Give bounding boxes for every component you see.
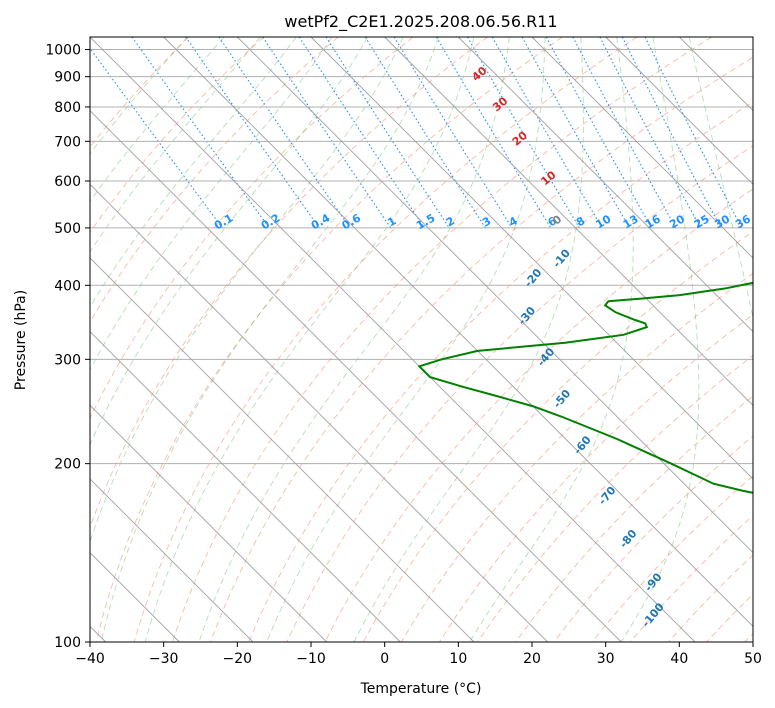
- isotherm-line: [90, 183, 548, 642]
- mixing-ratio-line: [131, 37, 270, 229]
- moist-adiabat-line: [266, 37, 546, 642]
- x-tick-label: −30: [149, 651, 179, 667]
- y-tick-label: 100: [54, 635, 81, 651]
- x-tick-label: −20: [223, 651, 253, 667]
- x-axis-ticks: −40 −30 −20 −10 0 10 20 30 40 50: [75, 642, 762, 667]
- isotherm-line: [384, 37, 753, 406]
- x-tick-label: −40: [75, 651, 105, 667]
- isotherm-line: [90, 110, 622, 642]
- y-tick-label: 200: [54, 457, 81, 473]
- moist-adiabat-line: [90, 37, 225, 202]
- y-axis-ticks: 100 200 300 400 500 600 700 800 900 1000: [45, 43, 90, 651]
- y-tick-label: 300: [54, 352, 81, 368]
- x-tick-label: 40: [670, 651, 688, 667]
- mixing-ratio-line: [393, 37, 513, 229]
- moist-adiabat-line: [90, 37, 188, 155]
- moist-adiabat-line: [90, 37, 369, 446]
- x-tick-label: 10: [449, 651, 467, 667]
- x-axis-label: Temperature (°C): [360, 681, 482, 697]
- moist-adiabat-line: [688, 37, 753, 320]
- isotherm-line: [90, 257, 475, 642]
- dry-adiabat-line: [133, 37, 638, 642]
- y-tick-label: 1000: [45, 43, 81, 59]
- isotherm-line: [605, 37, 753, 185]
- mixing-ratio-line: [298, 37, 425, 229]
- dry-adiabats: [90, 37, 753, 642]
- moist-adiabat-line: [198, 37, 510, 642]
- isotherm-line: [90, 478, 254, 642]
- skewed-isotherms: [90, 37, 753, 642]
- dry-adiabat-line: [515, 395, 753, 642]
- y-tick-label: 500: [54, 221, 81, 237]
- sounding-profiles: [417, 281, 753, 494]
- moist-adiabat-line: [90, 37, 404, 544]
- y-axis-label: Pressure (hPa): [13, 290, 29, 390]
- moist-adiabat-line: [144, 37, 475, 642]
- moist-adiabat-line: [90, 37, 297, 309]
- dry-adiabat-line: [90, 37, 339, 323]
- dry-adiabat-line: [90, 37, 414, 420]
- isotherm-line: [90, 37, 696, 642]
- moist-adiabat-line: [100, 37, 439, 642]
- mixing-ratio-line: [572, 37, 677, 229]
- isotherm-line: [458, 37, 753, 333]
- y-tick-label: 800: [54, 100, 81, 116]
- dry-adiabat-line: [324, 188, 753, 642]
- chart-title: wetPf2_C2E1.2025.208.06.56.R11: [284, 12, 557, 32]
- isotherm-line: [90, 331, 401, 642]
- y-tick-label: 900: [54, 70, 81, 86]
- x-tick-label: 50: [744, 651, 762, 667]
- x-tick-label: 30: [597, 651, 615, 667]
- mixing-ratio-line: [644, 37, 743, 229]
- mixing-ratio-line: [185, 37, 320, 229]
- mixing-ratio-lines: [90, 37, 743, 229]
- moist-adiabat-line: [90, 37, 261, 253]
- isotherm-line: [237, 37, 753, 554]
- dry-adiabat-line: [90, 37, 264, 234]
- mixing-ratio-line: [325, 37, 450, 229]
- plot-frame: [89, 36, 754, 643]
- dry-adiabat-line: [210, 56, 753, 642]
- y-tick-label: 400: [54, 278, 81, 294]
- moist-adiabat-line: [353, 37, 584, 642]
- dry-adiabat-line: [248, 101, 753, 642]
- mixing-ratio-line: [521, 37, 630, 229]
- y-tick-label: 600: [54, 174, 81, 190]
- dry-adiabat-line: [171, 37, 712, 642]
- x-tick-label: −10: [296, 651, 326, 667]
- mixing-ratio-line: [262, 37, 392, 229]
- mixing-ratio-line: [545, 37, 653, 229]
- isotherm-line: [90, 404, 327, 642]
- isotherm-line: [531, 37, 753, 259]
- sounding-profile-line: [417, 281, 753, 494]
- y-tick-label: 700: [54, 134, 81, 150]
- x-tick-label: 20: [523, 651, 541, 667]
- dry-adiabat-line: [286, 145, 753, 642]
- mixing-ratio-line: [218, 37, 351, 229]
- moist-adiabat-line: [90, 37, 333, 371]
- mixing-ratio-line: [90, 47, 223, 229]
- isobar-grid: [90, 49, 753, 642]
- dry-adiabat-line: [95, 37, 563, 642]
- x-tick-label: 0: [380, 651, 389, 667]
- moist-adiabat-line: [620, 37, 700, 642]
- isotherm-line: [310, 37, 753, 480]
- isotherm-line: [163, 37, 753, 627]
- plot-area: 0.1 0.2 0.4 0.6 1 1.5 2 3 4 6 8 10 13 16 20 25 30 36-100-…: [90, 37, 753, 642]
